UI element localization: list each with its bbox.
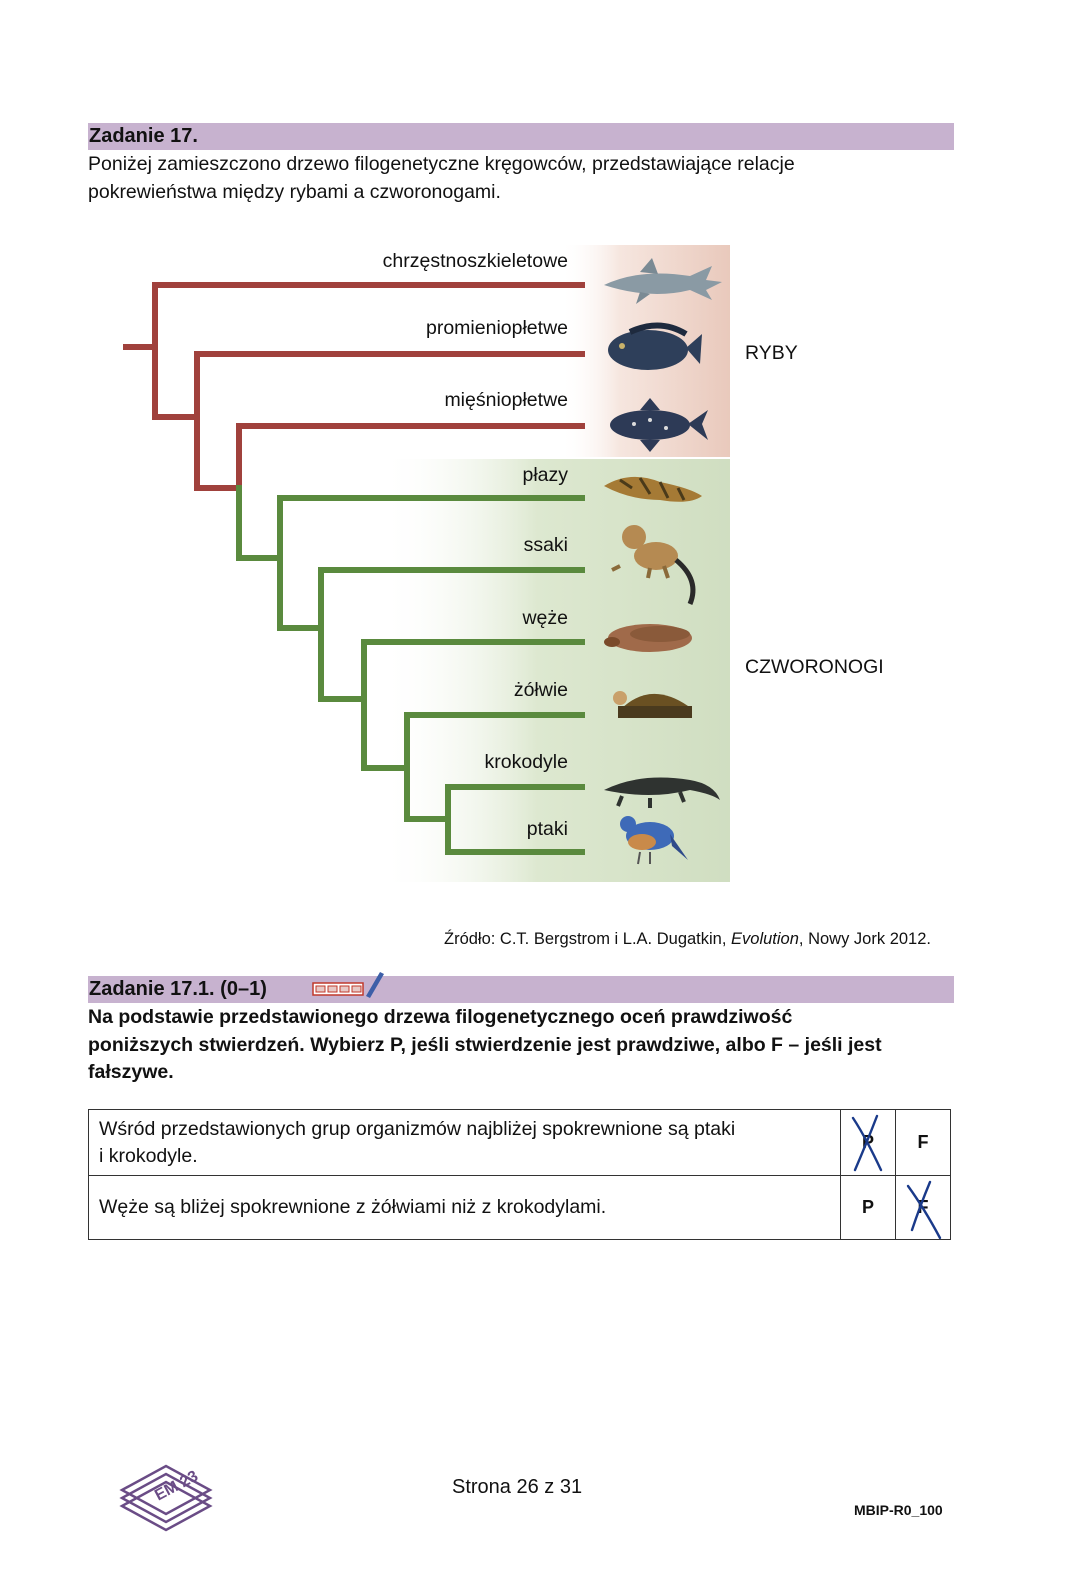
salamander-icon — [604, 476, 702, 502]
taxon-label: ptaki — [526, 818, 568, 840]
cross-mark-icon — [851, 1114, 883, 1172]
taxon-label: chrzęstnoszkieletowe — [382, 250, 568, 272]
answer-p-cell[interactable]: P — [840, 1175, 896, 1240]
subtask-instruction: Na podstawie przedstawionego drzewa filo… — [88, 1004, 958, 1087]
answer-p-label: P — [861, 1197, 874, 1217]
cross-mark-icon — [906, 1180, 942, 1240]
cke-logo-icon: EM 23 — [119, 1464, 213, 1532]
taxon-label: mięśniopłetwe — [444, 389, 568, 411]
answer-f-label: F — [917, 1132, 929, 1152]
instruction-line: fałszywe. — [88, 1061, 174, 1083]
taxon-label: krokodyle — [484, 751, 568, 773]
group-label-fish: RYBY — [745, 342, 798, 364]
fish-icon — [608, 322, 702, 370]
intro-line: pokrewieństwa między rybami a czworonoga… — [88, 181, 501, 203]
taxon-label: promieniopłetwe — [426, 317, 568, 339]
page-number: Strona 26 z 31 — [452, 1476, 583, 1498]
group-label-tetrapods: CZWORONOGI — [745, 656, 884, 678]
source-suffix: , Nowy Jork 2012. — [798, 930, 931, 948]
source-prefix: Źródło: C.T. Bergstrom i L.A. Dugatkin, — [444, 930, 732, 948]
taxon-label: ssaki — [523, 534, 568, 556]
coelacanth-icon — [610, 398, 708, 452]
true-false-table: Wśród przedstawionych grup organizmów na… — [88, 1109, 951, 1240]
statement-cell: Węże są bliżej spokrewnione z żółwiami n… — [88, 1175, 841, 1240]
table-row: Wśród przedstawionych grup organizmów na… — [88, 1109, 951, 1176]
skill-marker-icon — [312, 972, 384, 998]
instruction-line: poniższych stwierdzeń. Wybierz P, jeśli … — [88, 1033, 882, 1056]
document-code: MBIP-R0_100 — [854, 1502, 943, 1518]
statement-line: i krokodyle. — [99, 1144, 198, 1167]
monkey-icon — [611, 525, 696, 605]
tetrapod-branches — [236, 485, 585, 855]
phylogenetic-tree — [123, 245, 730, 882]
statement-line: Węże są bliżej spokrewnione z żółwiami n… — [99, 1196, 607, 1218]
answer-p-cell[interactable]: P — [840, 1109, 896, 1176]
crocodile-icon — [604, 777, 720, 808]
task-title: Zadanie 17. — [88, 123, 954, 150]
statement-line: Wśród przedstawionych grup organizmów na… — [99, 1117, 736, 1140]
taxon-label: płazy — [522, 464, 568, 486]
instruction-line: Na podstawie przedstawionego drzewa filo… — [88, 1006, 793, 1028]
tetrapod-background — [380, 459, 730, 882]
answer-f-cell[interactable]: F — [895, 1175, 951, 1240]
source-title: Evolution — [731, 930, 799, 948]
subtask-title: Zadanie 17.1. (0–1) — [89, 978, 267, 1000]
taxon-label: żółwie — [513, 679, 568, 701]
table-row: Węże są bliżej spokrewnione z żółwiami n… — [88, 1175, 951, 1240]
answer-f-cell[interactable]: F — [895, 1109, 951, 1176]
intro-line: Poniżej zamieszczono drzewo filogenetycz… — [88, 153, 795, 175]
snake-icon — [604, 624, 692, 652]
subtask-title-bar: Zadanie 17.1. (0–1) — [88, 976, 954, 1003]
shark-icon — [604, 258, 722, 304]
figure-source: Źródło: C.T. Bergstrom i L.A. Dugatkin, … — [444, 930, 931, 949]
bird-icon — [620, 816, 688, 865]
fish-branches — [123, 282, 585, 491]
taxon-label: węże — [522, 607, 568, 629]
task-intro: Poniżej zamieszczono drzewo filogenetycz… — [88, 150, 948, 206]
turtle-icon — [613, 691, 692, 718]
statement-cell: Wśród przedstawionych grup organizmów na… — [88, 1109, 841, 1176]
